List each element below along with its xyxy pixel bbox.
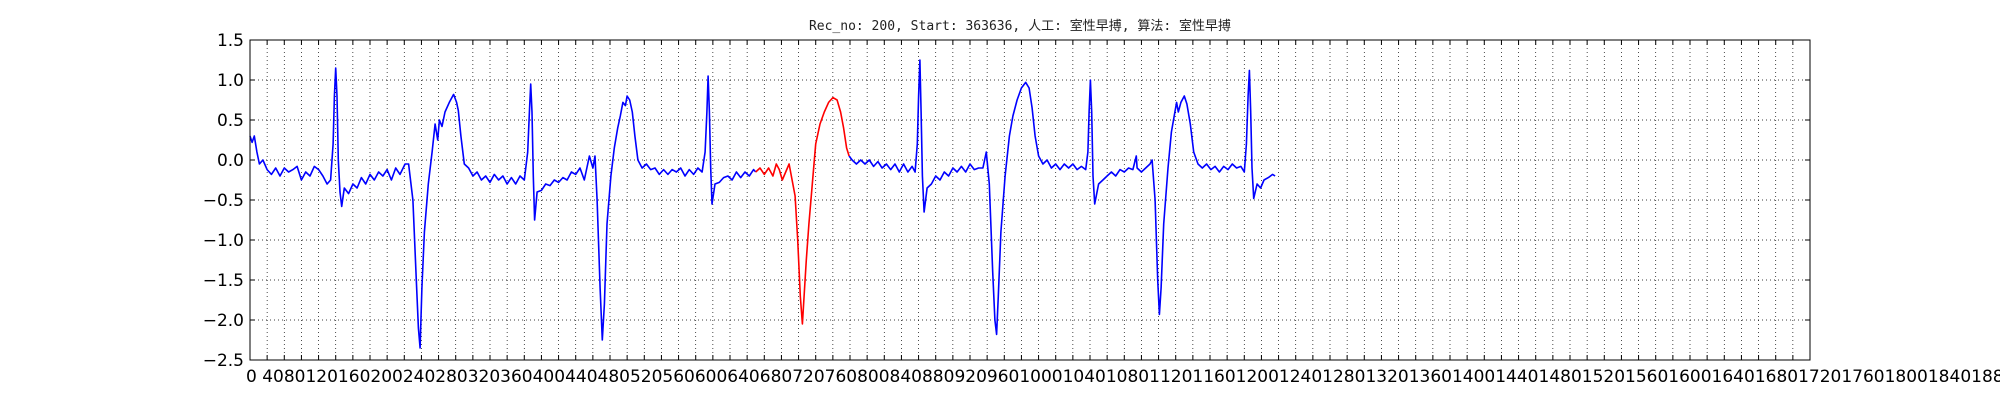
series-group	[249, 59, 1276, 349]
y-tick-label: −1.5	[203, 271, 244, 291]
x-axis: 0 40801201602002402803203604004404805205…	[246, 40, 2000, 387]
y-axis: 1.5 1.0 0.5 0.0 −0.5 −1.0 −1.5 −2.0 −2.5	[203, 31, 1810, 371]
y-tick-label: 0.0	[217, 151, 244, 171]
chart-title: Rec_no: 200, Start: 363636, 人工: 室性早搏, 算法…	[809, 18, 1231, 34]
y-tick-label: −2.0	[203, 311, 244, 331]
grid	[250, 40, 1810, 360]
y-tick-label: −2.5	[203, 351, 244, 371]
x-tick-labels: 0 40801201602002402803203604004404805205…	[246, 367, 2000, 387]
series-line-after	[848, 59, 1276, 336]
y-tick-label: 0.5	[217, 111, 244, 131]
y-tick-label: 1.0	[217, 71, 244, 91]
series-line-annotated-beat	[755, 96, 850, 325]
y-tick-label: −1.0	[203, 231, 244, 251]
y-tick-label: 1.5	[217, 31, 244, 51]
y-tick-label: −0.5	[203, 191, 244, 211]
series-line-before	[249, 67, 757, 349]
